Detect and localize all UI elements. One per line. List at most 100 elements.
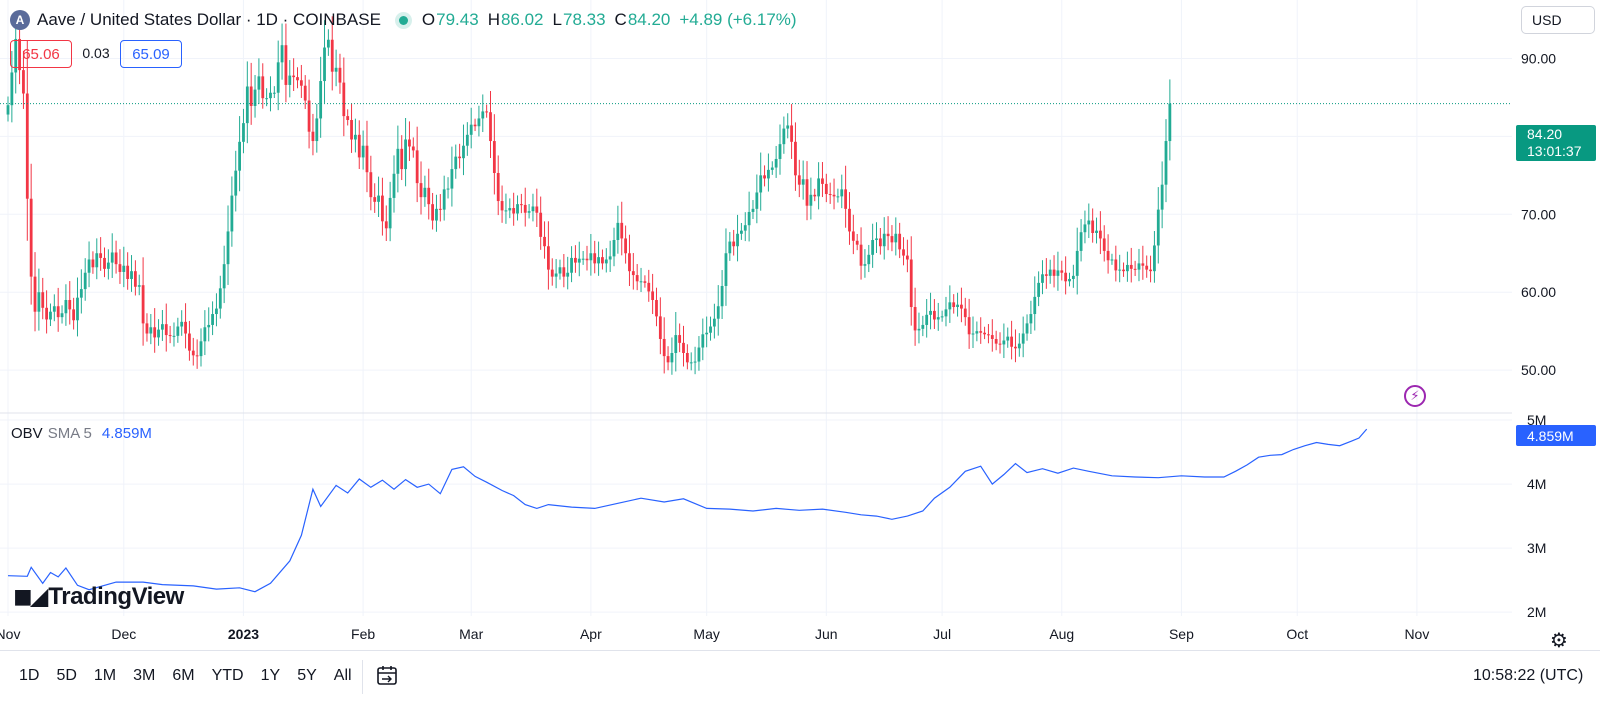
candle xyxy=(921,315,925,337)
candle xyxy=(1160,161,1164,229)
timeframe-6m[interactable]: 6M xyxy=(172,667,195,684)
candle xyxy=(334,49,338,87)
candle xyxy=(234,150,238,212)
candle xyxy=(593,240,597,274)
candle xyxy=(361,130,365,170)
timeframe-all[interactable]: All xyxy=(333,667,352,684)
candle xyxy=(813,188,817,202)
candle xyxy=(41,277,45,320)
candle xyxy=(195,339,199,369)
candle xyxy=(60,305,64,324)
date-range-icon[interactable] xyxy=(376,664,398,686)
candle xyxy=(967,298,971,349)
candlestick-series xyxy=(6,12,1172,375)
candle xyxy=(215,293,218,327)
candle xyxy=(809,177,813,220)
candle xyxy=(740,222,743,240)
obv-legend[interactable]: OBV SMA 5 4.859M xyxy=(11,425,152,442)
candle xyxy=(1056,251,1060,291)
candle xyxy=(875,222,878,253)
candle xyxy=(76,277,79,337)
timeframe-1m[interactable]: 1M xyxy=(93,667,117,684)
candle xyxy=(365,120,369,193)
candle xyxy=(1110,253,1114,265)
candle xyxy=(705,316,709,348)
candle xyxy=(284,23,288,103)
lightning-icon[interactable]: ⚡ xyxy=(1404,385,1426,407)
candle xyxy=(658,297,662,355)
ohlc-open-value: 79.43 xyxy=(436,10,479,29)
spread-value: 0.03 xyxy=(82,45,110,61)
candle xyxy=(1156,187,1160,264)
candle xyxy=(354,118,357,153)
candle xyxy=(462,124,465,176)
timeframe-3m[interactable]: 3M xyxy=(133,667,156,684)
candle xyxy=(767,153,770,192)
candle xyxy=(651,273,655,315)
candle xyxy=(670,337,674,375)
candle xyxy=(79,269,83,314)
candle xyxy=(1010,320,1013,360)
time-tick-label: Aug xyxy=(1049,626,1074,642)
candle xyxy=(184,303,187,349)
timeframe-5y[interactable]: 5Y xyxy=(297,667,317,684)
candle xyxy=(330,16,334,91)
candle xyxy=(338,53,342,94)
utc-clock[interactable]: 10:58:22 (UTC) xyxy=(1473,667,1584,684)
candle xyxy=(188,320,191,361)
candle xyxy=(377,176,380,218)
symbol-title[interactable]: Aave / United States Dollar · 1D · COINB… xyxy=(37,10,381,29)
ohlc-high-label: H xyxy=(487,10,500,29)
tradingview-watermark[interactable]: ◼◢ TradingView xyxy=(13,582,184,611)
timeframe-ytd[interactable]: YTD xyxy=(211,667,244,684)
candle xyxy=(639,267,643,293)
candle xyxy=(851,214,855,255)
bar-countdown: 13:01:37 xyxy=(1527,143,1582,159)
candle xyxy=(990,319,994,352)
timeframe-5d[interactable]: 5D xyxy=(56,667,77,684)
candle xyxy=(454,144,458,179)
aave-logo-icon: A xyxy=(10,10,30,30)
candle xyxy=(357,120,361,170)
candle xyxy=(153,308,157,353)
candle xyxy=(326,29,330,56)
candle xyxy=(604,248,608,273)
candle xyxy=(508,198,512,219)
candle xyxy=(450,146,454,207)
candle xyxy=(245,61,249,144)
candle xyxy=(419,161,423,215)
currency-select[interactable]: USD xyxy=(1521,6,1595,34)
candle xyxy=(720,270,724,320)
obv-axis[interactable]: 2M 3M 4M 5M xyxy=(1527,412,1546,620)
candle xyxy=(527,204,531,219)
candle xyxy=(836,188,840,203)
timeframe-1y[interactable]: 1Y xyxy=(260,667,281,684)
candle xyxy=(1060,260,1064,281)
candle xyxy=(1041,260,1044,295)
candle xyxy=(716,285,720,336)
candle xyxy=(25,41,29,241)
candle xyxy=(110,233,114,278)
toolbar-separator xyxy=(362,660,363,694)
gear-icon[interactable]: ⚙ xyxy=(1550,630,1568,652)
sell-price-button[interactable]: 65.06 xyxy=(10,40,72,68)
candle xyxy=(323,20,326,103)
candle xyxy=(1044,258,1048,289)
candle xyxy=(114,240,118,274)
candle xyxy=(1017,333,1021,357)
candle xyxy=(516,195,519,221)
candle xyxy=(261,63,265,109)
candle xyxy=(130,255,133,292)
candle xyxy=(492,114,496,195)
timeframe-1d[interactable]: 1D xyxy=(19,667,40,684)
candle xyxy=(342,57,346,137)
candle xyxy=(987,324,990,344)
candle xyxy=(902,237,905,266)
time-axis[interactable]: Nov Dec 2023 Feb Mar Apr May Jun Jul Aug Sep Oct Nov xyxy=(0,626,1429,642)
candle xyxy=(1006,327,1010,348)
candle xyxy=(871,223,875,268)
buy-price-button[interactable]: 65.09 xyxy=(120,40,182,68)
ohlc-low-value: 78.33 xyxy=(562,10,606,29)
